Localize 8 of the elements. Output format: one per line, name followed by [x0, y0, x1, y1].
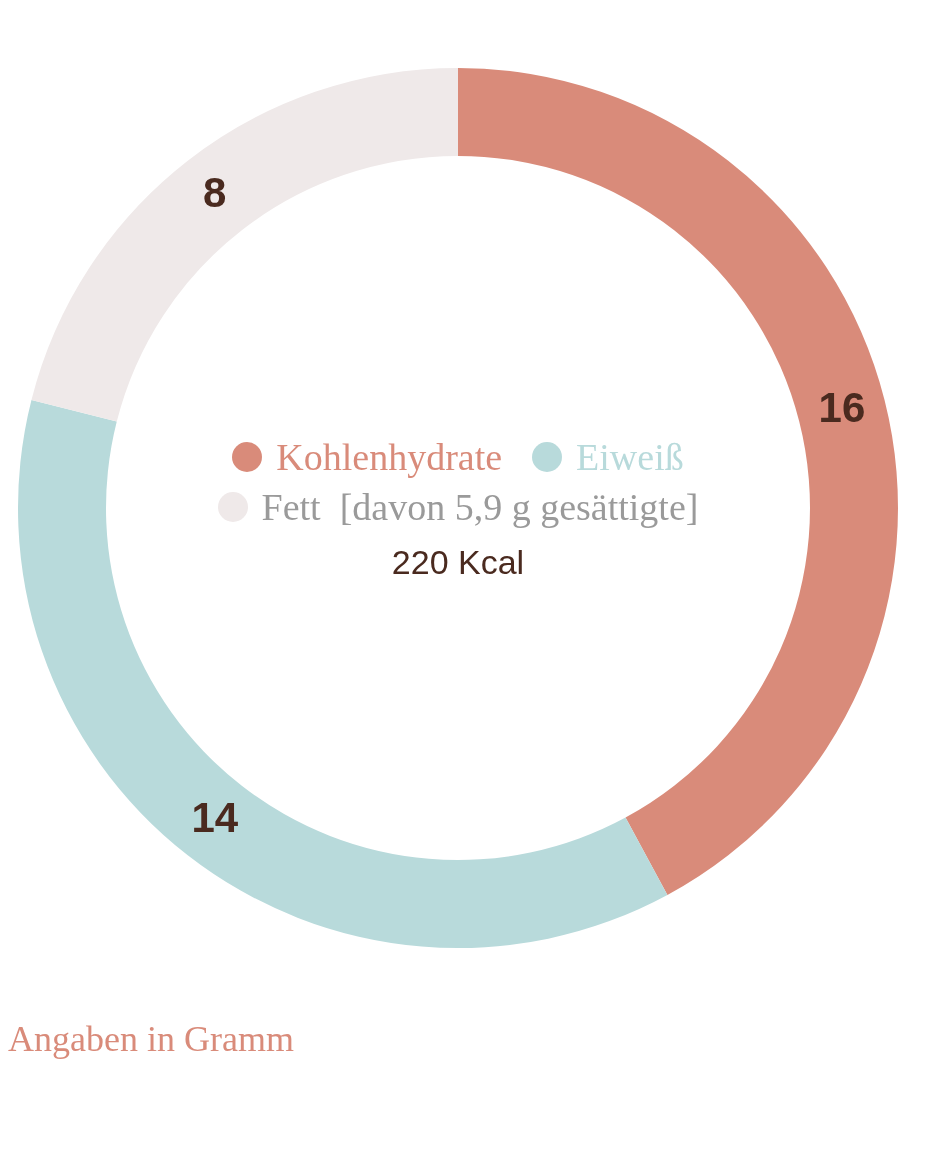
text: 220 Kcal: [391, 542, 525, 582]
legend-label: Eiweiß: [576, 434, 684, 479]
data-label: 14: [191, 794, 239, 842]
data-label: 8: [203, 169, 227, 217]
text: Angaben in Gramm: [8, 1018, 295, 1060]
legend-label: Kohlenhydrate: [276, 434, 503, 479]
data-label: 16: [818, 384, 866, 432]
legend-label: Fett [davon 5,9 g gesättigte]: [261, 484, 699, 529]
